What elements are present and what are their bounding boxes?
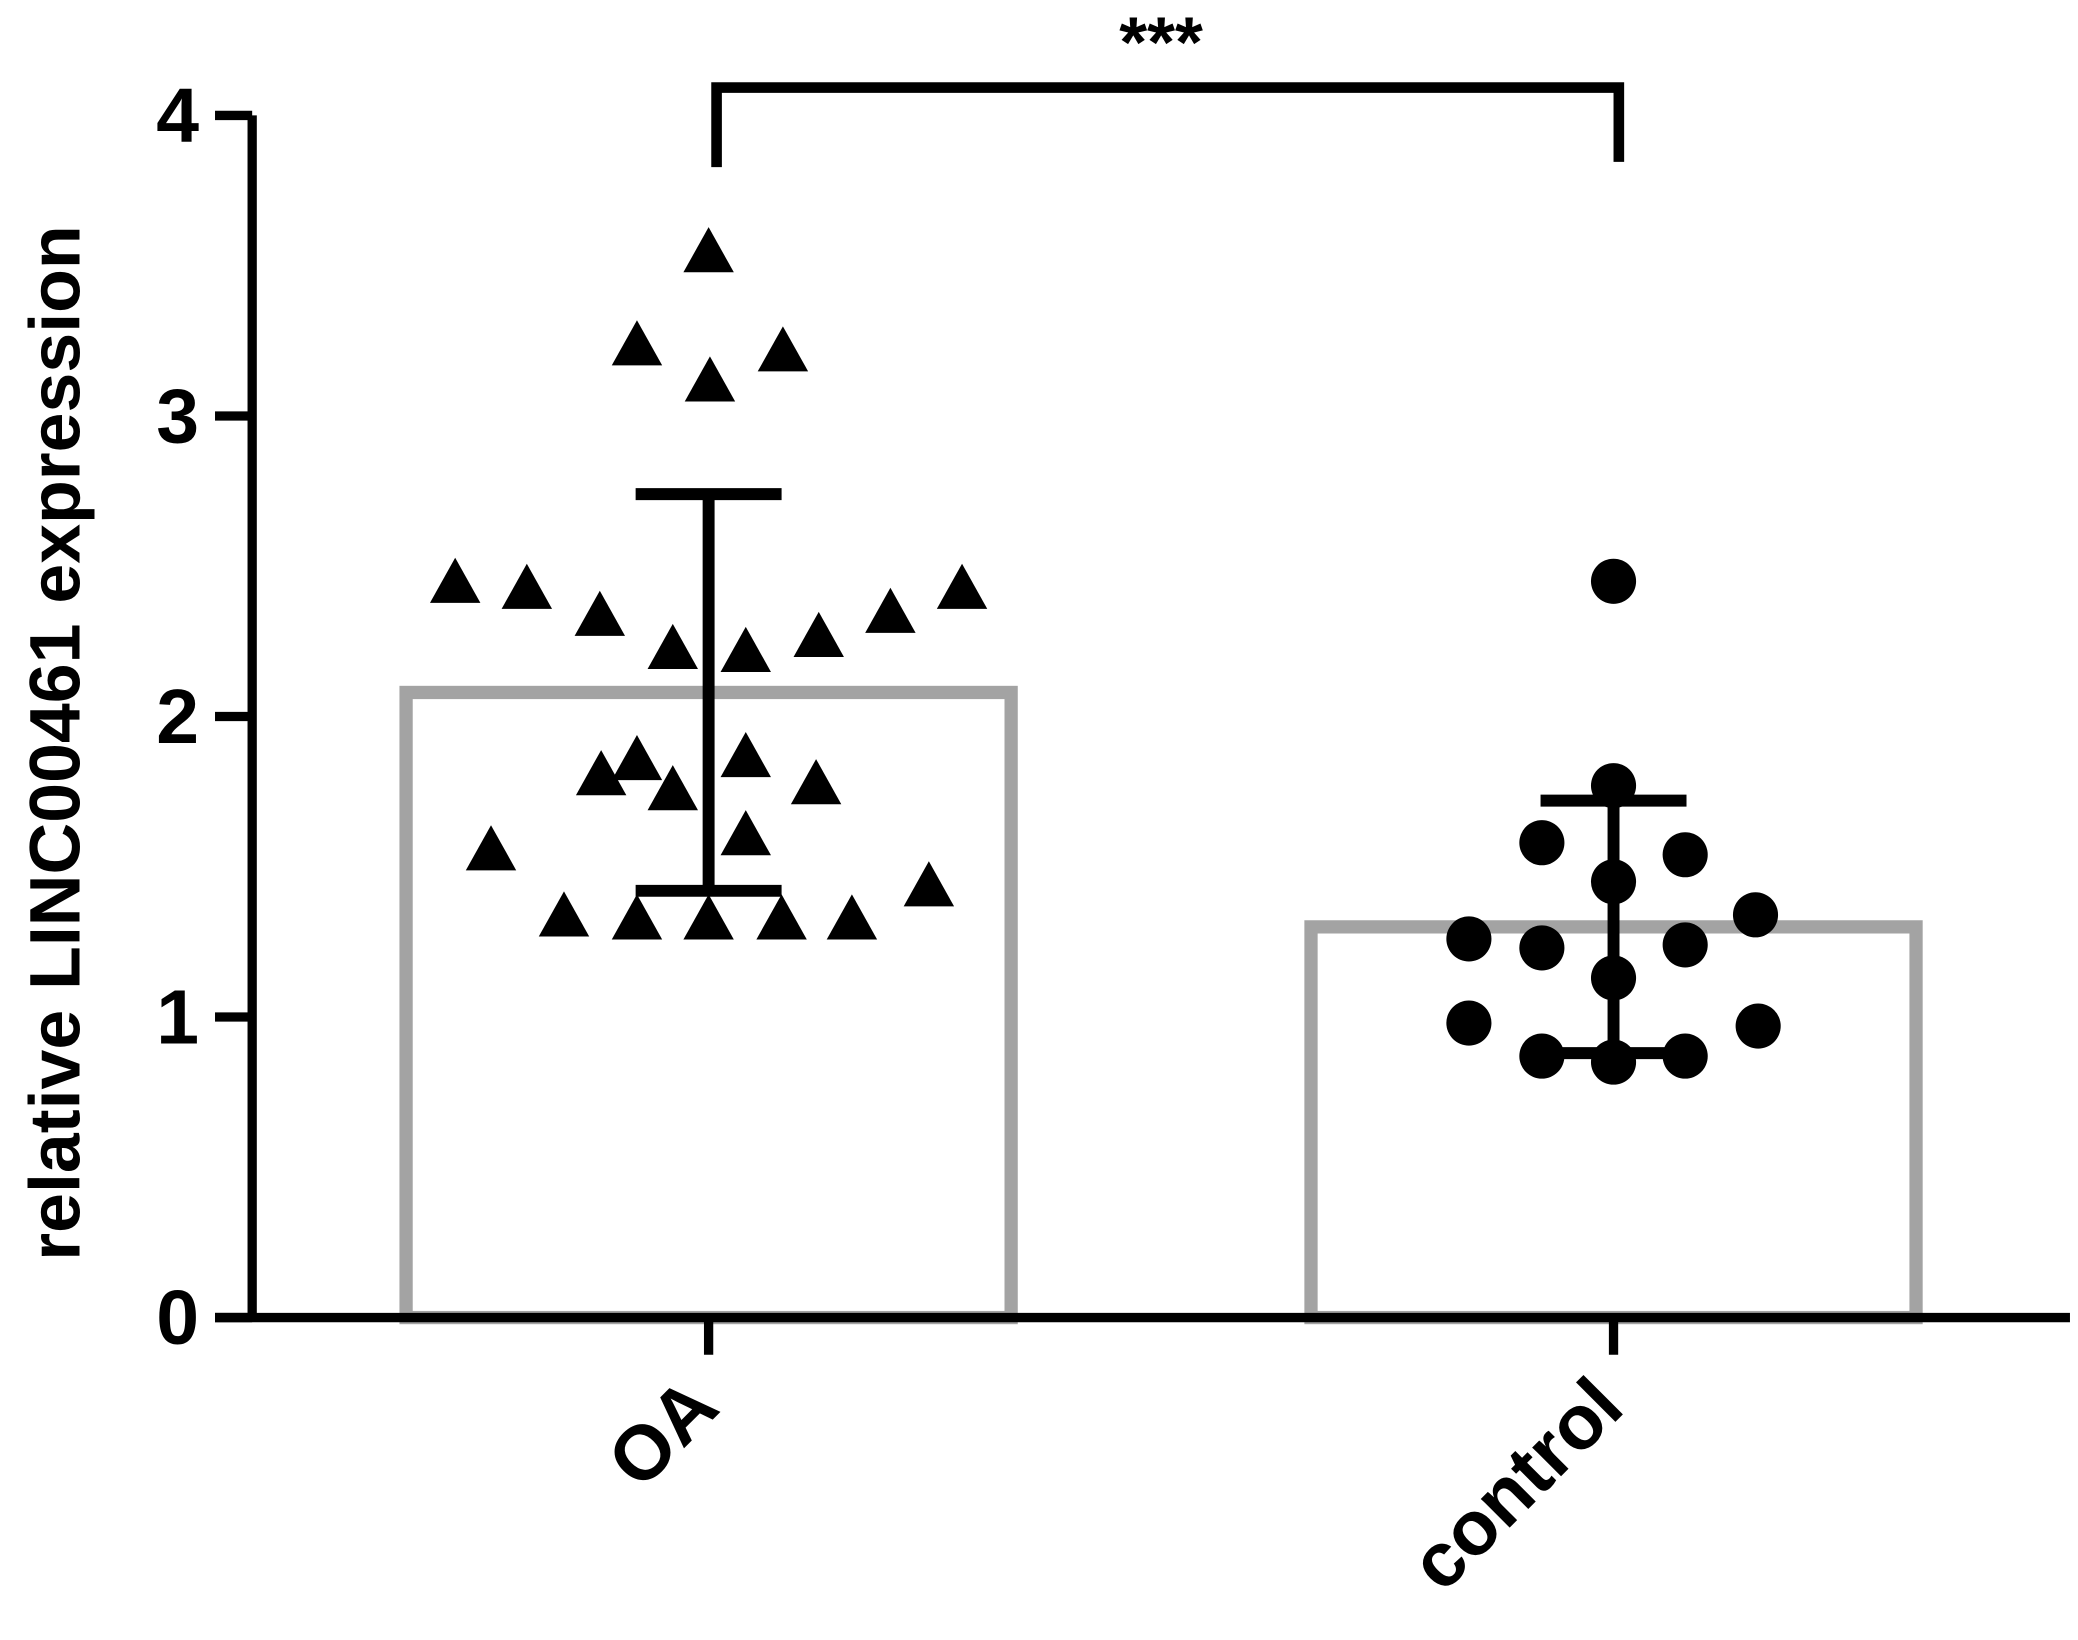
data-point — [684, 356, 736, 402]
data-point — [790, 759, 842, 805]
y-tick-label: 3 — [156, 374, 199, 460]
y-axis-label: relative LINC00461 expression — [16, 225, 96, 1260]
data-point — [757, 326, 809, 372]
data-point — [647, 765, 698, 811]
significance-bracket — [711, 82, 1625, 168]
data-point — [465, 825, 517, 871]
y-tick-label: 4 — [156, 73, 199, 159]
data-point — [1446, 1000, 1492, 1046]
data-point — [575, 750, 627, 796]
data-point — [429, 557, 481, 603]
data-point — [720, 810, 771, 856]
data-point — [501, 563, 553, 609]
data-point — [611, 894, 663, 940]
y-tick-label: 0 — [156, 1275, 199, 1361]
data-point — [538, 891, 590, 937]
data-point — [683, 227, 734, 273]
data-point — [1590, 558, 1637, 604]
significance-label: *** — [1119, 2, 1203, 82]
data-point — [1519, 820, 1565, 866]
error-bar — [1540, 794, 1687, 1060]
data-point — [756, 894, 807, 940]
data-point — [826, 894, 878, 940]
data-point — [1732, 892, 1779, 938]
data-point — [793, 611, 844, 657]
data-point — [1662, 922, 1708, 968]
data-point — [611, 735, 663, 781]
data-point — [647, 623, 698, 669]
data-point — [865, 587, 916, 633]
data-point — [936, 563, 988, 609]
data-point — [1735, 1003, 1781, 1049]
data-point — [720, 626, 771, 672]
error-bar — [635, 488, 782, 897]
data-point — [1519, 925, 1565, 971]
x-tick-label: OA — [591, 1362, 733, 1504]
y-tick-label: 1 — [156, 975, 199, 1061]
data-point — [683, 894, 734, 940]
y-tick-label: 2 — [156, 674, 199, 760]
x-tick-label: control — [1394, 1362, 1639, 1607]
data-point — [611, 320, 663, 366]
data-point — [1662, 832, 1708, 878]
data-point — [903, 861, 955, 907]
data-point — [1446, 916, 1492, 962]
data-point — [720, 732, 771, 778]
data-point — [574, 590, 626, 636]
